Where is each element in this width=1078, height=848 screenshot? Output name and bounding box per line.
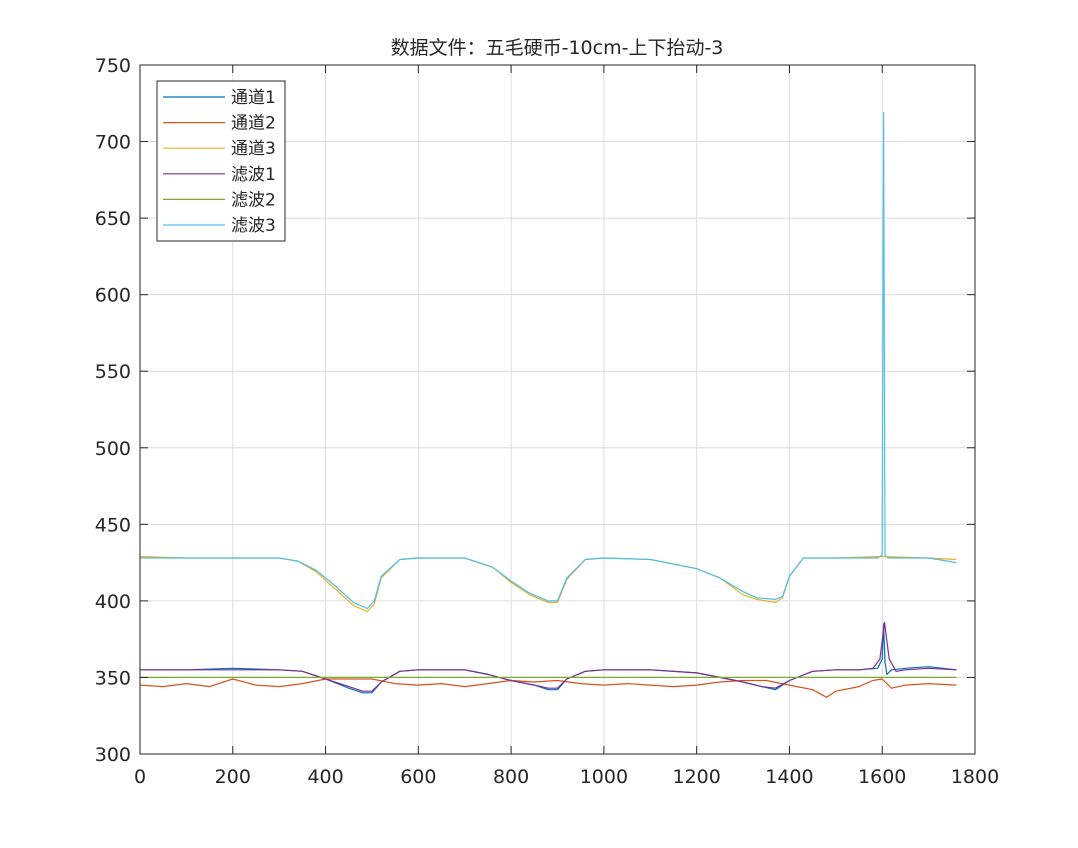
x-tick-label: 800 [493,766,529,788]
legend-box [156,80,286,242]
legend-label-5: 滤波2 [231,190,276,210]
legend: 通道1 通道2 通道3 滤波1 滤波2 滤波3 [156,80,286,242]
y-tick-label: 600 [95,285,131,307]
x-tick-label: 1000 [580,766,628,788]
axes-box [139,64,976,755]
y-tick-label: 750 [95,55,131,77]
legend-label-6: 滤波3 [231,216,276,236]
x-tick-label: 1600 [858,766,906,788]
legend-label-2: 通道2 [231,114,276,134]
y-tick-label: 300 [95,744,131,766]
x-axis: 0 200 400 600 800 1000 1200 1400 1600 1800 [134,65,999,788]
y-tick-label: 650 [95,208,131,230]
y-tick-label: 350 [95,667,131,689]
x-tick-label: 1800 [951,766,999,788]
chart-title: 数据文件：五毛硬币-10cm-上下抬动-3 [391,37,724,59]
y-tick-label: 550 [95,361,131,383]
y-tick-label: 700 [95,132,131,154]
series-line-4 [140,621,957,692]
x-tick-label: 1200 [672,766,720,788]
legend-label-1: 通道1 [231,88,276,108]
x-tick-label: 1400 [765,766,813,788]
legend-label-4: 滤波1 [231,165,276,185]
y-tick-label: 500 [95,438,131,460]
x-tick-label: 400 [307,766,343,788]
series-line-2 [139,678,957,698]
y-axis: 300 350 400 450 500 550 600 650 700 750 [95,55,975,766]
x-tick-label: 600 [400,766,436,788]
y-tick-label: 450 [95,514,131,536]
legend-label-3: 通道3 [231,139,276,159]
legend-items: 通道1 通道2 通道3 滤波1 滤波2 滤波3 [163,88,276,236]
series-line-6 [140,111,957,610]
y-tick-label: 400 [95,591,131,613]
series-layer [139,111,957,698]
x-tick-label: 0 [134,766,146,788]
x-tick-label: 200 [215,766,251,788]
